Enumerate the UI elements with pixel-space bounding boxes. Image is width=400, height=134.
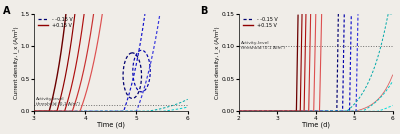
Text: Activity-level
threshold (0.1 A/m²): Activity-level threshold (0.1 A/m²) (240, 41, 284, 50)
Text: B: B (200, 6, 208, 16)
Text: Activity-level
threshold (0.1 A/m²): Activity-level threshold (0.1 A/m²) (36, 97, 80, 106)
Y-axis label: Current density, i_x (A/m²): Current density, i_x (A/m²) (213, 26, 220, 99)
X-axis label: Time (d): Time (d) (302, 122, 330, 129)
Y-axis label: Current density, i_x (A/m²): Current density, i_x (A/m²) (12, 26, 19, 99)
Legend: - -0.15 V, +0.15 V: - -0.15 V, +0.15 V (243, 16, 278, 28)
Text: A: A (3, 6, 10, 16)
X-axis label: Time (d): Time (d) (97, 122, 125, 129)
Legend: - -0.15 V, +0.15 V: - -0.15 V, +0.15 V (38, 16, 73, 28)
